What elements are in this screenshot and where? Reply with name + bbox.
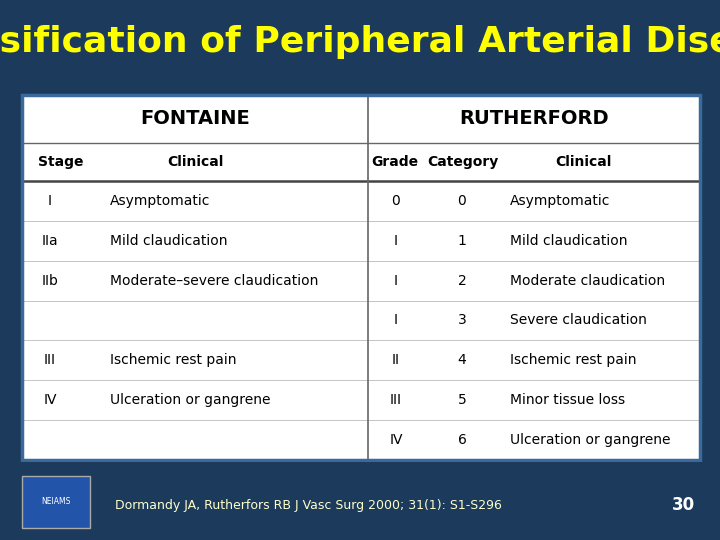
Text: FONTAINE: FONTAINE xyxy=(140,110,250,129)
Text: Ischemic rest pain: Ischemic rest pain xyxy=(110,353,236,367)
Text: 30: 30 xyxy=(672,496,695,514)
Text: Clinical: Clinical xyxy=(555,155,611,169)
Text: II: II xyxy=(392,353,400,367)
Text: IIb: IIb xyxy=(42,274,58,288)
Text: 2: 2 xyxy=(458,274,467,288)
Text: 4: 4 xyxy=(458,353,467,367)
Text: Grade: Grade xyxy=(372,155,418,169)
Text: Dormandy JA, Rutherfors RB J Vasc Surg 2000; 31(1): S1-S296: Dormandy JA, Rutherfors RB J Vasc Surg 2… xyxy=(115,498,502,511)
Text: I: I xyxy=(48,194,52,208)
Text: 5: 5 xyxy=(458,393,467,407)
Bar xyxy=(0,462,720,540)
Text: Clinical: Clinical xyxy=(167,155,223,169)
Text: Moderate claudication: Moderate claudication xyxy=(510,274,665,288)
Text: IV: IV xyxy=(43,393,57,407)
Text: Ischemic rest pain: Ischemic rest pain xyxy=(510,353,636,367)
Text: 0: 0 xyxy=(458,194,467,208)
Text: Severe claudication: Severe claudication xyxy=(510,314,647,327)
Text: Classification of Peripheral Arterial Disease: Classification of Peripheral Arterial Di… xyxy=(0,25,720,59)
Bar xyxy=(22,476,90,528)
Text: 1: 1 xyxy=(458,234,467,248)
Text: I: I xyxy=(394,274,398,288)
Text: III: III xyxy=(44,353,56,367)
Bar xyxy=(22,95,700,460)
Text: Ulceration or gangrene: Ulceration or gangrene xyxy=(110,393,271,407)
Text: I: I xyxy=(394,234,398,248)
Text: 0: 0 xyxy=(392,194,400,208)
Bar xyxy=(22,95,700,460)
Text: 3: 3 xyxy=(458,314,467,327)
Text: I: I xyxy=(394,314,398,327)
Text: Moderate–severe claudication: Moderate–severe claudication xyxy=(110,274,318,288)
Text: 6: 6 xyxy=(458,433,467,447)
Text: Category: Category xyxy=(428,155,499,169)
Text: Asymptomatic: Asymptomatic xyxy=(110,194,210,208)
Text: IV: IV xyxy=(390,433,402,447)
Text: RUTHERFORD: RUTHERFORD xyxy=(459,110,609,129)
Text: IIa: IIa xyxy=(42,234,58,248)
Text: Mild claudication: Mild claudication xyxy=(110,234,228,248)
Text: III: III xyxy=(390,393,402,407)
Text: Ulceration or gangrene: Ulceration or gangrene xyxy=(510,433,670,447)
Text: Asymptomatic: Asymptomatic xyxy=(510,194,611,208)
Text: NEIAMS: NEIAMS xyxy=(41,497,71,507)
Text: Minor tissue loss: Minor tissue loss xyxy=(510,393,625,407)
Text: Stage: Stage xyxy=(38,155,84,169)
Text: Mild claudication: Mild claudication xyxy=(510,234,628,248)
